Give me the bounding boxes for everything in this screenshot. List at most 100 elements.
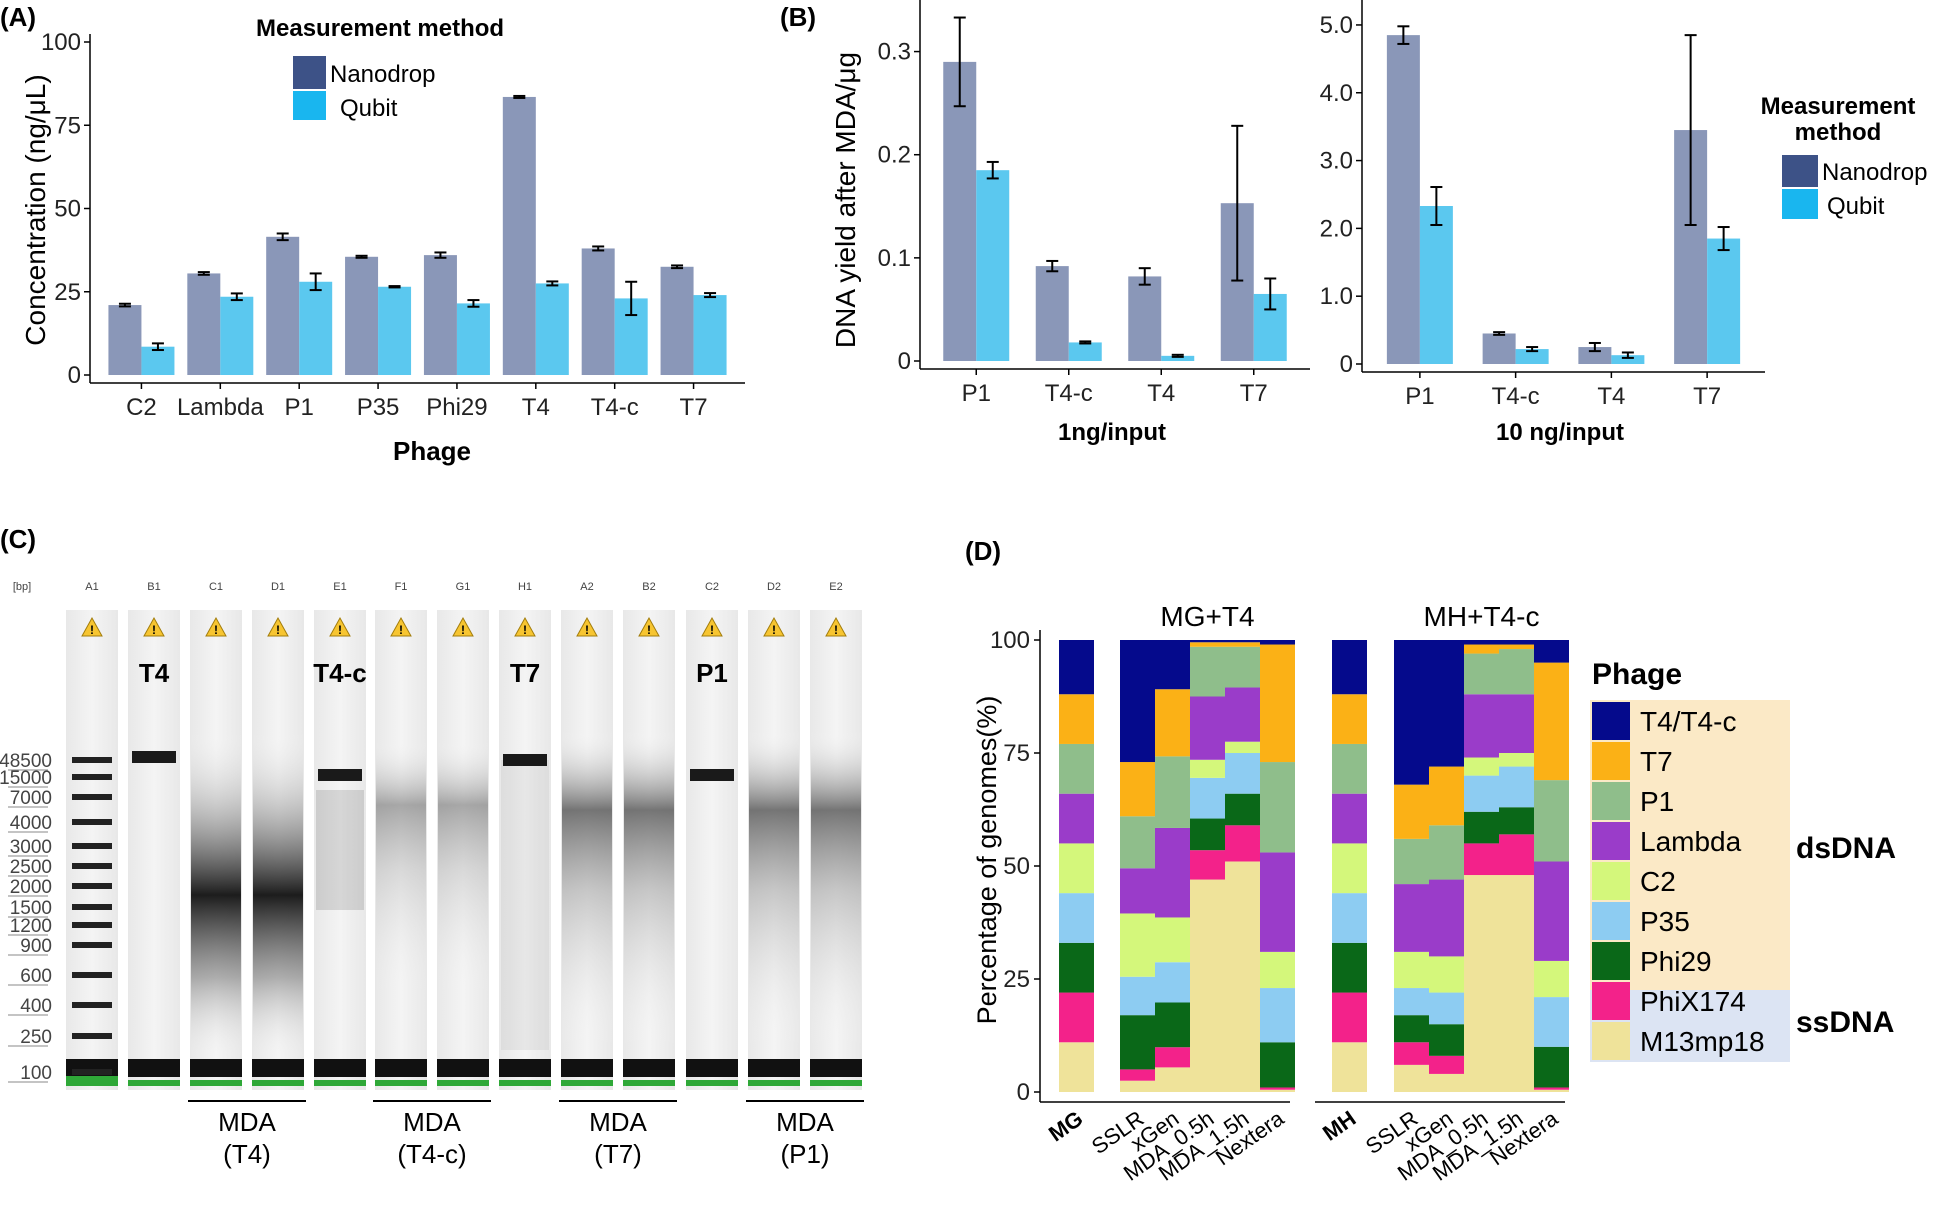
legend-group-ssdna: ssDNA (1796, 1006, 1894, 1039)
stack-segment-m13mp18 (1190, 879, 1225, 1092)
gel-lane (66, 610, 118, 1090)
stack-segment-phix174 (1534, 1087, 1569, 1090)
warning-icon-glyph: ! (710, 623, 714, 637)
stack-segment-m13mp18 (1499, 875, 1534, 1092)
bar-qubit-t4-c (1515, 349, 1549, 364)
panel-label-d: (D) (965, 536, 1001, 566)
legend-swatch-qubit (293, 91, 326, 120)
stack-segment-t4-t4-c (1499, 640, 1534, 645)
lower-marker-band (437, 1059, 489, 1077)
genomic-band (318, 769, 362, 781)
ladder-band (72, 757, 112, 763)
warning-icon-glyph: ! (399, 623, 403, 637)
stack-segment-phi29 (1464, 811, 1499, 844)
warning-icon (81, 616, 103, 637)
mda-group-label: (T4-c) (397, 1139, 466, 1169)
stack-segment-m13mp18 (1059, 1042, 1094, 1092)
mda-smear (438, 740, 488, 1000)
lane-label: B2 (642, 581, 655, 593)
stack-segment-c2 (1190, 759, 1225, 778)
gel-lane (314, 610, 366, 1090)
bar-nanodrop-p1 (943, 61, 977, 362)
lane-label: E1 (333, 581, 346, 593)
stack-segment-t7 (1534, 662, 1569, 781)
warning-icon (390, 616, 412, 637)
legend-label-nanodrop: Nanodrop (1822, 159, 1927, 186)
warning-icon (267, 616, 289, 637)
x-tick-label: T4-c (591, 394, 639, 421)
stack-segment-p35 (1464, 775, 1499, 812)
ladder-size-label: 2500 (10, 857, 52, 878)
lower-marker-band (375, 1059, 427, 1077)
warning-icon (638, 616, 660, 637)
y-tick-label: 75 (1003, 740, 1030, 767)
x-tick-label: Lambda (177, 394, 264, 421)
bar-qubit-lambda (220, 296, 254, 375)
stack-segment-phix174 (1332, 992, 1367, 1043)
ladder-size-label: 1200 (10, 916, 52, 937)
y-tick-label: 25 (1003, 966, 1030, 993)
x-axis-title: Phage (393, 436, 471, 466)
ladder-size-label: 1500 (10, 898, 52, 919)
stack-segment-t4-t4-c (1464, 640, 1499, 645)
mda-smear (253, 730, 303, 1060)
x-tick-label: T7 (1240, 380, 1268, 407)
stack-segment-p35 (1394, 988, 1429, 1016)
y-axis-title: DNA yield after MDA/μg (830, 52, 861, 348)
stack-segment-p1 (1260, 762, 1295, 853)
legend-swatch (1592, 942, 1630, 980)
stack-segment-t7 (1190, 642, 1225, 647)
lane-label: H1 (518, 581, 532, 593)
y-tick-label: 3.0 (1320, 148, 1353, 175)
legend-swatch (1592, 1022, 1630, 1060)
stack-segment-m13mp18 (1225, 861, 1260, 1092)
stack-segment-phi29 (1059, 942, 1094, 993)
legend-label: T4/T4-c (1640, 706, 1736, 737)
stack-segment-p1 (1534, 780, 1569, 862)
warning-icon (205, 616, 227, 637)
legend-label-nanodrop: Nanodrop (330, 61, 435, 88)
ladder-band (72, 972, 112, 978)
stack-segment-m13mp18 (1429, 1073, 1464, 1092)
stack-segment-lambda (1332, 793, 1367, 844)
bar-qubit-t4 (1161, 355, 1195, 361)
gel-smear (316, 790, 364, 910)
warning-icon (763, 616, 785, 637)
x-tick-label: T4 (522, 394, 550, 421)
y-tick-label: 2.0 (1320, 215, 1353, 242)
lane-label: C2 (705, 581, 719, 593)
legend-title: method (1795, 119, 1882, 146)
ladder-size-label: 4000 (10, 813, 52, 834)
stack-segment-p35 (1534, 997, 1569, 1047)
bar-nanodrop-t4-c (581, 248, 615, 375)
mda-group-label: (T4) (223, 1139, 271, 1169)
lower-marker-band (561, 1059, 613, 1077)
stack-segment-phix174 (1190, 850, 1225, 880)
y-tick-label: 5.0 (1320, 12, 1353, 39)
bar-qubit-p35 (378, 286, 412, 375)
stack-segment-phi29 (1120, 1015, 1155, 1070)
stack-segment-p35 (1059, 893, 1094, 943)
panel-a-chart: 0 25 50 75 100 C2 Lambda P1 P35 Phi29 T4 T4-c T7 Conc… (20, 15, 745, 466)
stack-segment-p35 (1120, 976, 1155, 1016)
legend-title: Phage (1592, 658, 1682, 691)
ladder-size-label: 900 (20, 936, 52, 957)
stack-segment-m13mp18 (1260, 1089, 1295, 1092)
stack-segment-m13mp18 (1534, 1089, 1569, 1092)
green-marker-band (375, 1080, 427, 1086)
ladder-size-label: 100 (20, 1063, 52, 1084)
mda-group-label: MDA (776, 1107, 834, 1137)
stack-segment-p1 (1225, 646, 1260, 688)
stack-segment-p35 (1155, 962, 1190, 1003)
ladder-band (72, 1002, 112, 1008)
lane-label: C1 (209, 581, 223, 593)
ladder-band (72, 942, 112, 948)
x-tick-label: T4 (1147, 380, 1175, 407)
stack-segment-p35 (1332, 893, 1367, 943)
warning-icon-glyph: ! (338, 623, 342, 637)
legend-label-qubit: Qubit (1827, 193, 1885, 220)
ladder-band (72, 1069, 112, 1075)
stack-segment-t7 (1394, 784, 1429, 839)
panel-label-a: (A) (0, 2, 36, 32)
mda-smear (376, 740, 426, 1000)
